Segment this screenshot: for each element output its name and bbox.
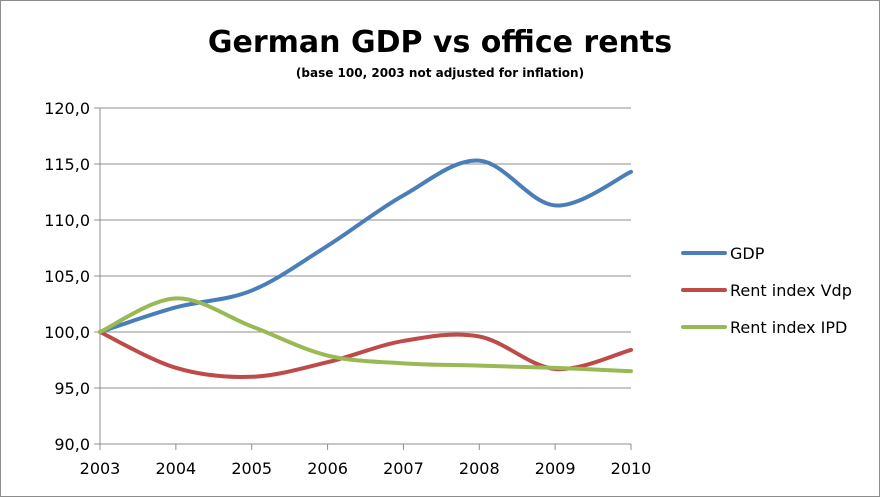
x-tick-label: 2003 — [80, 459, 121, 478]
series-line-rent-index-vdp — [98, 330, 633, 379]
x-tick-label: 2010 — [611, 459, 652, 478]
y-tick-label: 115,0 — [44, 155, 90, 174]
series-line-rent-index-ipd — [98, 296, 633, 374]
chart-title: German GDP vs office rents — [208, 25, 672, 60]
y-tick-label: 95,0 — [54, 379, 90, 398]
legend-label-rent-index-vdp: Rent index Vdp — [730, 281, 852, 300]
x-tick-label: 2005 — [231, 459, 272, 478]
x-tick-label: 2006 — [307, 459, 348, 478]
y-tick-label: 110,0 — [44, 211, 90, 230]
y-tick-label: 105,0 — [44, 267, 90, 286]
chart-subtitle: (base 100, 2003 not adjusted for inflati… — [296, 66, 584, 80]
y-tick-label: 90,0 — [54, 435, 90, 454]
axes: 90,0 95,0 100,0 105,0 110,0 115,0 120,0 2003 200… — [44, 99, 651, 478]
legend-label-gdp: GDP — [730, 244, 765, 263]
legend-label-rent-index-ipd: Rent index IPD — [730, 318, 847, 337]
series-line-gdp — [98, 158, 633, 334]
legend: GDP Rent index Vdp Rent index IPD — [681, 244, 852, 337]
gridlines — [100, 107, 631, 445]
x-tick-label: 2004 — [155, 459, 196, 478]
y-tick-label: 100,0 — [44, 323, 90, 342]
x-tick-label: 2007 — [383, 459, 424, 478]
y-tick-label: 120,0 — [44, 99, 90, 118]
series-lines — [98, 158, 633, 379]
x-tick-label: 2009 — [535, 459, 576, 478]
x-tick-label: 2008 — [459, 459, 500, 478]
